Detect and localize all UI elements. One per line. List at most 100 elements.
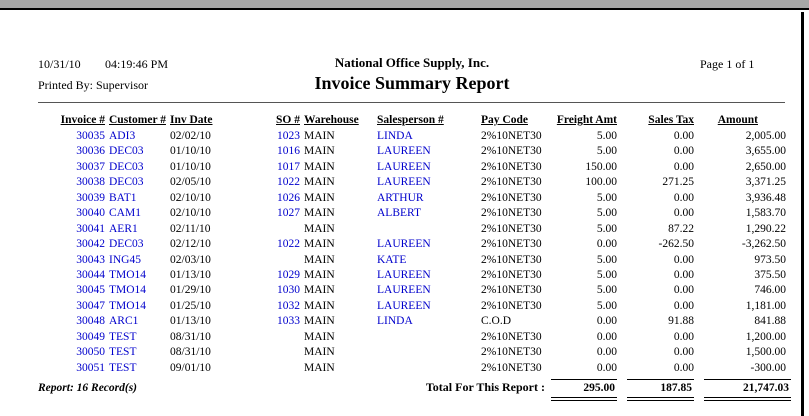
salesperson-link[interactable]: LINDA: [377, 315, 413, 328]
so-number-link[interactable]: 1029: [277, 268, 300, 281]
salesperson-link[interactable]: LAUREEN: [377, 145, 431, 158]
report-page: 10/31/10 04:19:46 PM National Office Sup…: [0, 12, 801, 416]
table-row: 30051 TEST 09/01/10 MAIN 2%10NET30 0.00 …: [38, 361, 786, 376]
invoice-number-link[interactable]: 30051: [76, 361, 105, 374]
customer-number-link[interactable]: ING45: [109, 253, 141, 266]
inv-date-cell: 02/11/10: [170, 222, 211, 235]
table-row: 30044 TMO14 01/13/10 1029 MAIN LAUREEN 2…: [38, 268, 786, 283]
freight-amt-cell: 0.00: [596, 315, 617, 328]
inv-date-cell: 08/31/10: [170, 330, 211, 343]
amount-cell: 1,500.00: [745, 346, 786, 359]
warehouse-cell: MAIN: [304, 299, 335, 312]
invoice-number-link[interactable]: 30047: [76, 299, 105, 312]
freight-amt-cell: 5.00: [596, 253, 617, 266]
customer-number-link[interactable]: TEST: [109, 330, 137, 343]
customer-number-link[interactable]: BAT1: [109, 191, 137, 204]
so-number-link[interactable]: 1016: [277, 145, 300, 158]
sales-tax-cell: 0.00: [673, 207, 694, 220]
table-row: 30048 ARC1 01/13/10 1033 MAIN LINDA C.O.…: [38, 314, 786, 329]
salesperson-link[interactable]: [374, 330, 477, 345]
warehouse-cell: MAIN: [304, 160, 335, 173]
salesperson-link[interactable]: LAUREEN: [377, 176, 431, 189]
so-number-link[interactable]: [232, 345, 300, 360]
total-label: Total For This Report :: [425, 380, 545, 394]
col-header-pay-code: Pay Code: [481, 114, 528, 126]
col-header-amount: Amount: [717, 114, 758, 126]
customer-number-link[interactable]: DEC03: [109, 238, 144, 251]
so-number-link[interactable]: [232, 330, 300, 345]
salesperson-link[interactable]: LINDA: [377, 130, 413, 142]
salesperson-link[interactable]: ALBERT: [377, 207, 422, 220]
invoice-number-link[interactable]: 30038: [76, 176, 105, 189]
salesperson-link[interactable]: LAUREEN: [377, 238, 431, 251]
inv-date-cell: 01/10/10: [170, 160, 211, 173]
so-number-link[interactable]: 1017: [277, 160, 300, 173]
customer-number-link[interactable]: TEST: [109, 361, 137, 374]
invoice-number-link[interactable]: 30044: [76, 268, 105, 281]
invoice-number-link[interactable]: 30049: [76, 330, 105, 343]
customer-number-link[interactable]: ADI3: [109, 130, 136, 142]
warehouse-cell: MAIN: [304, 145, 335, 158]
sales-tax-cell: 0.00: [673, 145, 694, 158]
invoice-number-link[interactable]: 30040: [76, 207, 105, 220]
so-number-link[interactable]: [232, 253, 300, 268]
invoice-number-link[interactable]: 30043: [76, 253, 105, 266]
warehouse-cell: MAIN: [304, 346, 335, 359]
invoice-number-link[interactable]: 30036: [76, 145, 105, 158]
so-number-link[interactable]: 1030: [277, 284, 300, 297]
freight-amt-cell: 0.00: [596, 238, 617, 251]
customer-number-link[interactable]: TMO14: [109, 268, 147, 281]
salesperson-link[interactable]: LAUREEN: [377, 284, 431, 297]
invoice-number-link[interactable]: 30035: [76, 130, 105, 142]
customer-number-link[interactable]: DEC03: [109, 160, 144, 173]
so-number-link[interactable]: 1023: [277, 130, 300, 142]
salesperson-link[interactable]: ARTHUR: [377, 191, 424, 204]
salesperson-link[interactable]: LAUREEN: [377, 160, 431, 173]
record-count-label: Report: 16 Record(s): [38, 382, 138, 394]
so-number-link[interactable]: 1033: [277, 315, 300, 328]
sales-tax-cell: 271.25: [662, 176, 694, 189]
invoice-number-link[interactable]: 30048: [76, 315, 105, 328]
sales-tax-cell: 0.00: [673, 346, 694, 359]
so-number-link[interactable]: 1026: [277, 191, 300, 204]
warehouse-cell: MAIN: [304, 207, 335, 220]
pay-code-cell: 2%10NET30: [481, 130, 542, 142]
salesperson-link[interactable]: KATE: [377, 253, 407, 266]
salesperson-link[interactable]: [374, 361, 477, 376]
customer-number-link[interactable]: CAM1: [109, 207, 141, 220]
so-number-link[interactable]: 1032: [277, 299, 300, 312]
customer-number-link[interactable]: TMO14: [109, 284, 147, 297]
so-number-link[interactable]: [232, 361, 300, 376]
total-sales-tax-value: 187.85: [660, 382, 692, 394]
invoice-number-link[interactable]: 30042: [76, 238, 105, 251]
total-freight-cell: 295.00: [551, 379, 617, 401]
table-row: 30037 DEC03 01/10/10 1017 MAIN LAUREEN 2…: [38, 160, 786, 175]
col-header-warehouse: Warehouse: [304, 114, 359, 126]
table-row: 30041 AER1 02/11/10 MAIN 2%10NET30 5.00 …: [38, 222, 786, 237]
amount-cell: -300.00: [750, 361, 786, 374]
so-number-link[interactable]: [232, 222, 300, 237]
so-number-link[interactable]: 1027: [277, 207, 300, 220]
customer-number-link[interactable]: TEST: [109, 346, 137, 359]
customer-number-link[interactable]: ARC1: [109, 315, 139, 328]
salesperson-link[interactable]: LAUREEN: [377, 299, 431, 312]
freight-amt-cell: 0.00: [596, 330, 617, 343]
customer-number-link[interactable]: TMO14: [109, 299, 147, 312]
freight-amt-cell: 5.00: [596, 145, 617, 158]
so-number-link[interactable]: 1022: [277, 176, 300, 189]
freight-amt-cell: 5.00: [596, 130, 617, 142]
customer-number-link[interactable]: AER1: [109, 222, 138, 235]
invoice-number-link[interactable]: 30045: [76, 284, 105, 297]
invoice-number-link[interactable]: 30050: [76, 346, 105, 359]
customer-number-link[interactable]: DEC03: [109, 176, 144, 189]
invoice-number-link[interactable]: 30041: [76, 222, 105, 235]
customer-number-link[interactable]: DEC03: [109, 145, 144, 158]
salesperson-link[interactable]: [374, 345, 477, 360]
col-header-so: SO #: [276, 114, 300, 126]
so-number-link[interactable]: 1022: [277, 238, 300, 251]
salesperson-link[interactable]: LAUREEN: [377, 268, 431, 281]
inv-date-cell: 01/10/10: [170, 145, 211, 158]
invoice-number-link[interactable]: 30037: [76, 160, 105, 173]
invoice-number-link[interactable]: 30039: [76, 191, 105, 204]
salesperson-link[interactable]: [374, 222, 477, 237]
